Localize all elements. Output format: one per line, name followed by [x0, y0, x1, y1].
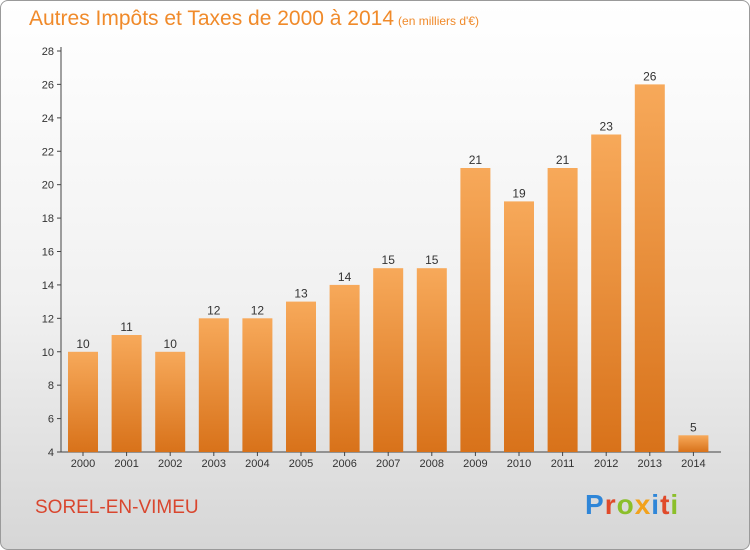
bar	[373, 268, 404, 452]
x-tick-label: 2006	[332, 458, 356, 470]
data-label: 15	[382, 253, 396, 267]
data-label: 26	[643, 69, 657, 83]
bar	[242, 318, 273, 452]
x-tick-label: 2010	[507, 458, 531, 470]
bar	[416, 268, 447, 452]
bar	[111, 335, 142, 452]
y-tick-label: 6	[48, 414, 54, 426]
bar	[198, 318, 229, 452]
data-label: 14	[338, 270, 352, 284]
y-tick-label: 24	[42, 113, 54, 125]
y-tick-label: 22	[42, 146, 54, 158]
data-label: 10	[164, 337, 178, 351]
x-tick-label: 2008	[420, 458, 444, 470]
x-tick-label: 2013	[638, 458, 662, 470]
bar	[634, 84, 665, 453]
x-tick-label: 2009	[463, 458, 487, 470]
data-label: 12	[207, 303, 221, 317]
y-tick-label: 28	[42, 46, 54, 58]
brand-letter: i	[651, 489, 661, 520]
bar	[591, 134, 622, 452]
x-tick-label: 2000	[71, 458, 95, 470]
brand-letter: i	[670, 489, 680, 520]
y-tick-label: 4	[48, 447, 54, 459]
bar	[155, 351, 186, 453]
x-tick-label: 2003	[202, 458, 226, 470]
place-name: SOREL-EN-VIMEU	[35, 497, 199, 518]
bar	[678, 435, 709, 452]
brand-letter: P	[585, 489, 605, 520]
data-label: 21	[556, 153, 570, 167]
x-tick-label: 2001	[114, 458, 138, 470]
y-tick-label: 8	[48, 380, 54, 392]
chart-title: Autres Impôts et Taxes de 2000 à 2014 (en…	[29, 7, 479, 31]
x-tick-label: 2014	[681, 458, 705, 470]
x-tick-label: 2005	[289, 458, 313, 470]
data-label: 12	[251, 303, 265, 317]
bar	[460, 168, 491, 452]
data-label: 21	[469, 153, 483, 167]
brand-letter: t	[660, 489, 671, 520]
chart-title-text: Autres Impôts et Taxes de 2000 à 2014	[29, 7, 395, 30]
y-tick-label: 10	[42, 347, 54, 359]
y-tick-label: 16	[42, 247, 54, 259]
brand-letter: o	[616, 489, 635, 520]
data-label: 11	[120, 320, 133, 334]
x-tick-label: 2011	[551, 458, 575, 470]
bar	[286, 301, 316, 452]
y-tick-label: 14	[42, 280, 54, 292]
y-tick-label: 18	[42, 213, 54, 225]
bar	[329, 284, 360, 452]
y-tick-label: 26	[42, 79, 54, 91]
data-label: 19	[512, 186, 526, 200]
x-tick-label: 2012	[594, 458, 618, 470]
data-label: 15	[425, 253, 439, 267]
bar	[504, 201, 534, 452]
y-tick-label: 12	[42, 313, 54, 325]
chart-subtitle: (en milliers d'€)	[398, 14, 480, 28]
data-label: 13	[294, 287, 308, 301]
brand-letter: x	[634, 489, 652, 520]
data-label: 23	[600, 120, 614, 134]
brand-logo: Proxiti	[585, 489, 679, 521]
x-tick-label: 2004	[245, 458, 269, 470]
brand-letter: r	[604, 489, 617, 520]
y-tick-label: 20	[42, 180, 54, 192]
data-label: 5	[690, 420, 697, 434]
data-label: 10	[76, 337, 90, 351]
bar	[68, 351, 98, 453]
bar	[547, 168, 578, 452]
x-tick-label: 2002	[158, 458, 182, 470]
x-tick-label: 2007	[376, 458, 400, 470]
